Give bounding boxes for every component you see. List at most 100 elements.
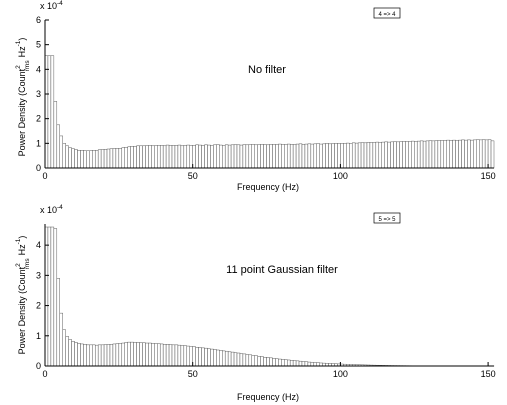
bar <box>180 345 185 367</box>
bar <box>83 344 87 367</box>
y-axis-label-panel-1: Power Density (Count2 rmsHz-1) <box>15 38 31 157</box>
bar <box>278 358 282 367</box>
bar <box>369 142 374 169</box>
bar <box>80 150 84 169</box>
bar <box>86 150 90 169</box>
bar <box>56 124 60 169</box>
bar <box>106 344 111 367</box>
bar <box>124 342 128 367</box>
bar <box>127 341 131 367</box>
bar <box>446 139 450 169</box>
y-tick-label: 2 <box>36 114 41 124</box>
bar <box>213 144 217 169</box>
bar <box>399 141 403 169</box>
bar <box>393 141 397 169</box>
bar <box>375 141 380 169</box>
bar <box>269 357 273 367</box>
bar <box>204 144 208 169</box>
bar <box>186 144 190 169</box>
tag-label-panel-1: 4 => 4 <box>378 12 396 18</box>
bar <box>236 144 241 169</box>
bar <box>97 149 102 169</box>
bar <box>257 144 261 169</box>
y-exponent-panel-1: x 10-4 <box>40 0 63 11</box>
bar <box>230 144 235 169</box>
bar <box>162 344 167 367</box>
bar <box>227 144 232 169</box>
bar <box>286 359 291 367</box>
bar <box>103 149 108 169</box>
bar <box>74 149 78 169</box>
bar <box>316 143 320 169</box>
bar <box>74 342 78 367</box>
bar <box>103 344 108 367</box>
bar <box>292 144 297 169</box>
bar <box>354 142 359 169</box>
bar <box>97 344 102 367</box>
bar <box>263 144 267 169</box>
bar <box>366 142 371 169</box>
y-tick-label: 4 <box>36 64 41 74</box>
bar <box>281 359 285 367</box>
bar <box>115 148 120 169</box>
bar <box>62 329 66 367</box>
bar <box>233 144 238 169</box>
bar <box>154 343 158 367</box>
y-tick-label: 0 <box>36 163 41 173</box>
bar <box>50 226 55 367</box>
y-tick-label: 4 <box>36 240 41 250</box>
bar <box>121 342 125 367</box>
bar <box>346 142 350 169</box>
x-tick-label: 150 <box>481 171 496 181</box>
bar <box>159 343 164 367</box>
bar <box>272 144 276 169</box>
bar <box>473 139 477 169</box>
bar <box>295 143 300 169</box>
ticks-panel-2: 0 50 100 150 0 1 2 3 4 <box>36 240 496 379</box>
ticks-panel-1: 0 50 100 150 0 1 2 3 4 5 6 <box>36 15 496 181</box>
bar <box>154 145 158 169</box>
bar <box>422 140 427 169</box>
bar <box>254 355 258 367</box>
bar <box>467 139 471 169</box>
bar <box>165 144 170 169</box>
bar <box>94 150 99 169</box>
bar <box>59 312 63 367</box>
bar <box>292 360 297 367</box>
chart-panel-2: 0 50 100 150 0 1 2 3 4 x 10-4 Power Density (Cou… <box>15 204 496 402</box>
bar <box>230 351 235 367</box>
bar <box>307 361 312 367</box>
bar <box>222 145 226 169</box>
bar <box>100 149 105 169</box>
bar <box>322 143 326 169</box>
bar <box>133 342 137 367</box>
bar <box>313 143 317 169</box>
axes-panel-2 <box>44 224 494 367</box>
y-exponent-panel-2: x 10-4 <box>40 204 63 215</box>
bar <box>245 354 250 367</box>
bar <box>275 144 279 169</box>
bar <box>484 139 489 169</box>
chart-panel-1: 0 50 100 150 0 1 2 3 4 5 6 x 10-4 Power Density (C… <box>15 0 496 192</box>
bar <box>183 345 188 367</box>
bar <box>487 139 492 169</box>
bar <box>222 350 226 367</box>
bar <box>233 352 238 367</box>
bar <box>142 145 146 169</box>
bar <box>434 140 439 169</box>
bar <box>405 141 409 169</box>
bar <box>428 140 433 169</box>
bar <box>254 144 258 169</box>
bar <box>201 347 205 367</box>
bar <box>204 347 208 367</box>
bar-series-panel-2 <box>44 226 495 367</box>
bar <box>449 140 453 169</box>
bar <box>165 344 170 367</box>
x-tick-label: 150 <box>481 369 496 379</box>
bar <box>437 140 442 169</box>
x-axis-label-panel-2: Frequency (Hz) <box>237 392 299 402</box>
bar <box>157 145 161 169</box>
bar <box>121 147 125 169</box>
bar <box>168 145 173 169</box>
